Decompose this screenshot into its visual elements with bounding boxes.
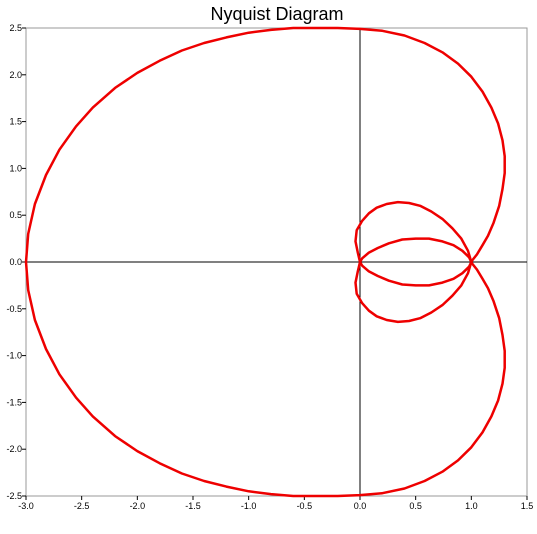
chart-title: Nyquist Diagram bbox=[210, 4, 343, 24]
y-tick-label: 0.0 bbox=[9, 257, 22, 267]
y-tick-label: 1.0 bbox=[9, 163, 22, 173]
ticks-layer: -3.0 -2.5 -2.0 -1.5 -1.0 -0.5 0.0 0.5 1.0 1.52.52… bbox=[6, 23, 533, 511]
nyquist-curve-1 bbox=[24, 26, 506, 498]
axes-layer bbox=[26, 28, 527, 496]
x-tick-label: 1.5 bbox=[521, 501, 534, 511]
series-layer bbox=[24, 26, 506, 498]
x-tick-label: -2.5 bbox=[74, 501, 90, 511]
y-tick-label: 2.5 bbox=[9, 23, 22, 33]
y-tick-label: -1.5 bbox=[6, 397, 22, 407]
x-tick-label: -2.0 bbox=[130, 501, 146, 511]
y-tick-label: -2.5 bbox=[6, 491, 22, 501]
x-tick-label: 1.0 bbox=[465, 501, 478, 511]
x-tick-label: 0.0 bbox=[354, 501, 367, 511]
x-tick-label: -1.5 bbox=[185, 501, 201, 511]
y-tick-label: 2.0 bbox=[9, 70, 22, 80]
y-tick-label: 1.5 bbox=[9, 117, 22, 127]
x-tick-label: 0.5 bbox=[409, 501, 422, 511]
y-tick-label: 0.5 bbox=[9, 210, 22, 220]
nyquist-curve-2 bbox=[354, 200, 473, 324]
x-tick-label: -1.0 bbox=[241, 501, 257, 511]
y-tick-label: -0.5 bbox=[6, 304, 22, 314]
y-tick-label: -1.0 bbox=[6, 351, 22, 361]
y-tick-label: -2.0 bbox=[6, 444, 22, 454]
x-tick-label: -0.5 bbox=[297, 501, 313, 511]
x-tick-label: -3.0 bbox=[18, 501, 34, 511]
